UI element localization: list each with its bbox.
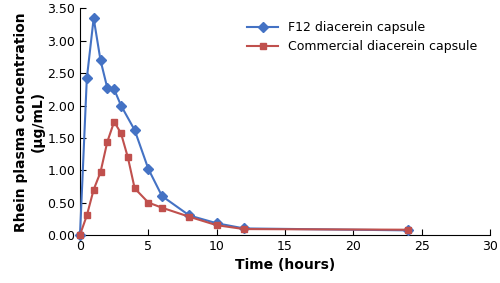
F12 diacerein capsule: [77, 233, 83, 237]
Commercial diacerein capsule: [90, 188, 96, 191]
F12 diacerein capsule: [159, 194, 165, 198]
Commercial diacerein capsule: [118, 132, 124, 135]
F12 diacerein capsule: [146, 167, 152, 171]
Commercial diacerein capsule: [186, 215, 192, 218]
X-axis label: Time (hours): Time (hours): [235, 258, 335, 272]
F12 diacerein capsule: [84, 77, 90, 80]
F12 diacerein capsule: [214, 222, 220, 225]
Commercial diacerein capsule: [77, 233, 83, 237]
Commercial diacerein capsule: [405, 228, 411, 231]
F12 diacerein capsule: [104, 86, 110, 90]
F12 diacerein capsule: [405, 229, 411, 232]
Legend: F12 diacerein capsule, Commercial diacerein capsule: F12 diacerein capsule, Commercial diacer…: [241, 15, 484, 59]
Commercial diacerein capsule: [84, 214, 90, 217]
F12 diacerein capsule: [241, 227, 247, 230]
Commercial diacerein capsule: [214, 224, 220, 227]
Commercial diacerein capsule: [104, 140, 110, 143]
Y-axis label: Rhein plasma concentration
(μg/mL): Rhein plasma concentration (μg/mL): [14, 12, 44, 231]
Commercial diacerein capsule: [98, 170, 103, 174]
Commercial diacerein capsule: [146, 201, 152, 204]
Commercial diacerein capsule: [111, 120, 117, 123]
Commercial diacerein capsule: [159, 206, 165, 209]
Line: Commercial diacerein capsule: Commercial diacerein capsule: [76, 118, 411, 238]
F12 diacerein capsule: [186, 214, 192, 217]
Commercial diacerein capsule: [241, 227, 247, 231]
Commercial diacerein capsule: [132, 186, 138, 190]
F12 diacerein capsule: [111, 88, 117, 91]
F12 diacerein capsule: [132, 128, 138, 132]
F12 diacerein capsule: [118, 104, 124, 107]
Line: F12 diacerein capsule: F12 diacerein capsule: [76, 15, 411, 238]
F12 diacerein capsule: [90, 16, 96, 20]
F12 diacerein capsule: [98, 59, 103, 62]
Commercial diacerein capsule: [125, 156, 131, 159]
